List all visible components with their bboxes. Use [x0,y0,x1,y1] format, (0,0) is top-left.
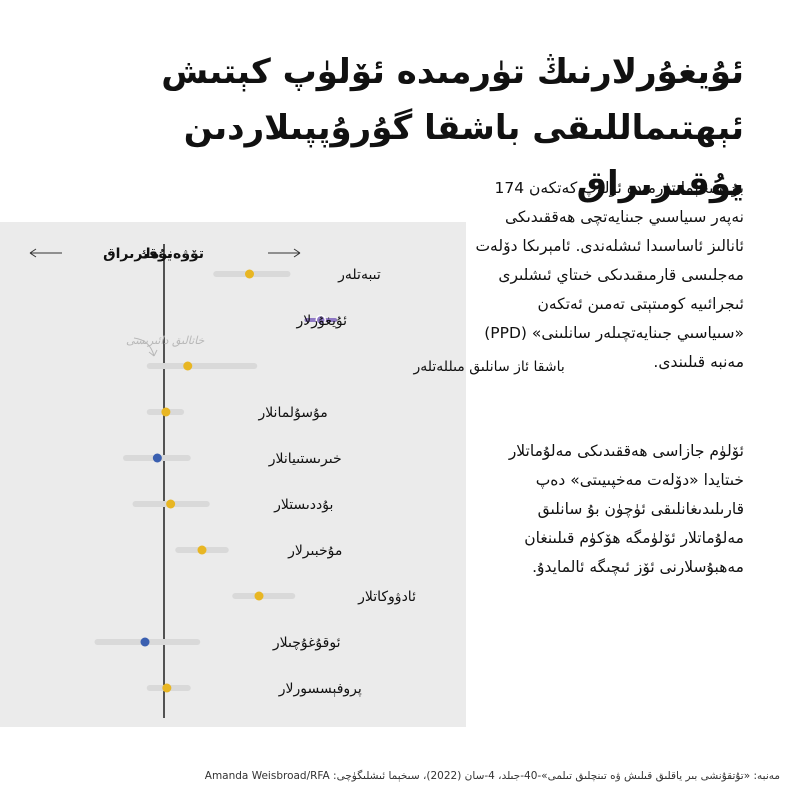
annotation-arrow-head [148,349,158,357]
row-label-9: پروفېسسورلار [278,681,362,697]
row-label-2: باشقا ئاز سانلىق مىللەتلەر [413,359,565,375]
row-label-7: ئادۋوكاتلار [357,589,416,605]
lower-arrow-head [29,248,37,258]
row-label-4: خىرىستىيانلار [268,451,342,467]
row-label-5: بۇددىستلار [273,497,333,513]
row-label-8: ئوقۇغۇچىلار [272,635,341,651]
data-point-0 [245,269,254,279]
chart-panel [0,222,466,727]
data-point-3 [161,407,171,417]
data-point-7 [254,591,264,601]
lower-direction-label: تۆۋەنرەك [138,246,204,262]
source-note: مەنبە: «تۇتقۇنشى بىر ياقلىق قىلىش ۋە تىن… [204,770,780,782]
higher-direction-label: يۇقىرىراق [103,246,172,262]
row-label-3: مۇسۇلمانلار [257,405,327,421]
description-paragraph-1: بۇ سىخېما تۈرمىدە ئۆلۈپ كەتكەن 174 نەپەر… [475,179,744,371]
data-point-2 [183,361,193,371]
row-label-6: مۇخبىرلار [287,543,342,559]
data-point-8 [140,637,150,647]
annotation-arrow-line [133,337,155,357]
row-label-0: تىبەتلەر [337,267,381,283]
data-point-4 [152,453,162,463]
baseline-annotation: خاتالىق دائىرىسى [126,334,205,347]
data-point-9 [162,683,172,693]
chart-title: ئۇيغۇرلارنىڭ تۈرمىدە ئۆلۈپ كېتىش ئېھتىما… [161,52,744,204]
data-point-6 [197,545,207,555]
description-paragraph-2: ئۆلۈم جازاسى ھەققىدىكى مەلۇماتلار خىتايد… [508,442,744,576]
data-point-5 [166,499,176,509]
data-point-1 [315,314,326,326]
row-label-1: ئۇيغۇرلار [296,313,348,329]
higher-arrow-head [293,248,301,258]
